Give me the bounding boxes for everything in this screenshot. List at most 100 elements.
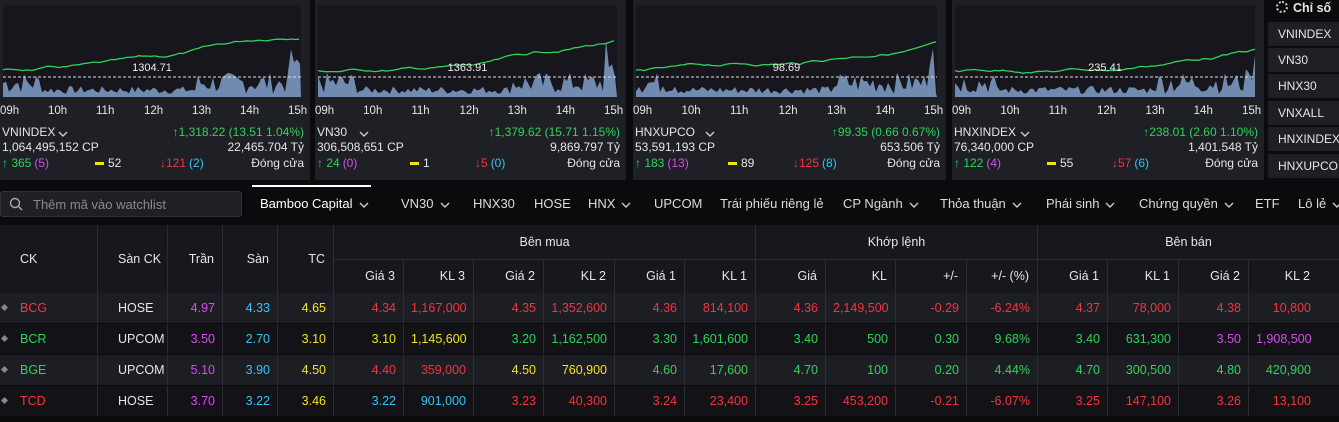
chart-bg-dark	[3, 5, 301, 97]
tab[interactable]: CP Ngành	[843, 186, 919, 222]
chevron	[1105, 202, 1115, 208]
unchanged: 89	[741, 156, 755, 170]
tab[interactable]: Bamboo Capital	[252, 185, 371, 222]
index-name: VN30	[317, 125, 348, 139]
chevron	[1332, 202, 1339, 208]
unchanged: 55	[1060, 156, 1074, 170]
intraday-chart: 1363.91	[318, 5, 617, 97]
advances: ↑ 122	[954, 156, 984, 170]
chart-bg-dark	[636, 5, 937, 97]
menu-item[interactable]: HNX30	[1268, 74, 1339, 98]
tab[interactable]: HNX30	[473, 196, 515, 211]
cell: 631,300	[1107, 324, 1178, 354]
row-bg[interactable]	[0, 355, 1339, 385]
x-tick-label: 13h	[1145, 105, 1165, 117]
chevron	[909, 202, 919, 208]
cell: 2,149,500	[825, 293, 895, 323]
cell: 420,900	[1248, 355, 1318, 385]
column-header: KL 3	[403, 259, 473, 293]
cell: -6.24%	[966, 293, 1037, 323]
index-card: 1304.71 09h 10h 11h 12h 13h 14h 15h VNINDEX ↑1,31…	[0, 0, 310, 180]
chevron-icon	[359, 202, 369, 208]
column-header: +/-	[895, 259, 966, 293]
reference-label: 235.41	[1088, 62, 1122, 74]
tab[interactable]: Phái sinh	[1046, 186, 1115, 222]
row-bg[interactable]	[0, 293, 1339, 323]
menu-item[interactable]: HNXINDEX	[1268, 127, 1339, 151]
x-tick-label: 09h	[315, 105, 335, 117]
column-header: KL 2	[1248, 259, 1318, 293]
cell: 500	[825, 324, 895, 354]
tab[interactable]: VN30	[401, 186, 450, 222]
index-change: ↑99.35 (0.66 0.67%)	[831, 125, 940, 139]
tab[interactable]: UPCOM	[654, 196, 703, 211]
reference-label: 1363.91	[448, 62, 488, 74]
cell: 23,400	[684, 386, 755, 416]
x-tick-label: 09h	[0, 105, 20, 117]
declines: ↓125	[793, 156, 820, 170]
tab[interactable]: ETF	[1255, 196, 1280, 211]
cell: 4.44%	[966, 355, 1037, 385]
index-name: VNINDEX	[2, 125, 56, 139]
breadth-mid: 1	[410, 156, 430, 170]
cell: 300,500	[1107, 355, 1178, 385]
cell: 4.65	[277, 293, 333, 323]
row-bg[interactable]	[0, 386, 1339, 416]
tab[interactable]: Lô lẻ	[1298, 186, 1339, 222]
group-header: Bên bán	[1037, 225, 1339, 259]
row-bg[interactable]	[0, 324, 1339, 354]
x-tick-label: 11h	[96, 105, 115, 117]
tab[interactable]: HNX	[588, 186, 631, 222]
tab[interactable]: HOSE	[534, 196, 571, 211]
declines: ↓57	[1112, 156, 1132, 170]
active-indicator	[252, 185, 371, 187]
market-status: Đóng cửa	[251, 156, 304, 170]
menu-item[interactable]: VNXALL	[1268, 101, 1339, 125]
cell: 1,352,600	[543, 293, 614, 323]
cell: 9.68%	[966, 324, 1037, 354]
tab[interactable]: Trái phiếu riêng lẻ	[720, 196, 824, 211]
volume: 1,064,495,152 CP	[2, 140, 99, 154]
cell: 4.36	[755, 293, 825, 323]
cell: 4.50	[473, 355, 543, 385]
cell: -6.07%	[966, 386, 1037, 416]
gear-icon	[1276, 1, 1288, 13]
chevron	[359, 131, 369, 137]
chevron	[1020, 131, 1030, 137]
cell: 4.35	[473, 293, 543, 323]
cell: 3.26	[1178, 386, 1248, 416]
chevron-icon	[359, 131, 369, 137]
cell: 453,200	[825, 386, 895, 416]
tab[interactable]: Thỏa thuận	[940, 186, 1022, 222]
menu-item[interactable]: VNINDEX	[1268, 22, 1339, 46]
cell: 3.40	[755, 324, 825, 354]
cell: 17,600	[684, 355, 755, 385]
menu-item[interactable]: VN30	[1268, 48, 1339, 72]
volume-area	[318, 39, 617, 97]
advances: ↑ 365	[2, 156, 32, 170]
breadth-left: ↑ 365 (5)	[2, 156, 49, 170]
cell: 4.38	[1178, 293, 1248, 323]
column-header: Sàn CK	[97, 225, 167, 293]
cell: 359,000	[403, 355, 473, 385]
intraday-chart: 235.41	[955, 5, 1255, 97]
tab[interactable]: Chứng quyền	[1139, 186, 1234, 222]
search-box[interactable]: Thêm mã vào watchlist	[0, 191, 242, 217]
index-menu: Chỉ số VNINDEX VN30 HNX30 VNXALL HNXINDEX HNXU…	[1268, 0, 1339, 180]
x-tick-label: 10h	[363, 105, 383, 117]
menu-item[interactable]: HNXUPCO	[1268, 154, 1339, 178]
declines: ↓5	[475, 156, 488, 170]
market-status: Đóng cửa	[567, 156, 620, 170]
cell: 3.70	[167, 386, 222, 416]
cell: 4.50	[277, 355, 333, 385]
column-header: KL 1	[684, 259, 755, 293]
menu-title-text: Chỉ số	[1293, 1, 1332, 15]
volume-area	[636, 48, 937, 97]
group-header: Khớp lệnh	[755, 225, 1037, 259]
cell: 760,900	[543, 355, 614, 385]
chevron-icon	[440, 202, 450, 208]
cell: 3.90	[222, 355, 277, 385]
ceiling-count: (4)	[986, 156, 1002, 170]
cell: 0.30	[895, 324, 966, 354]
